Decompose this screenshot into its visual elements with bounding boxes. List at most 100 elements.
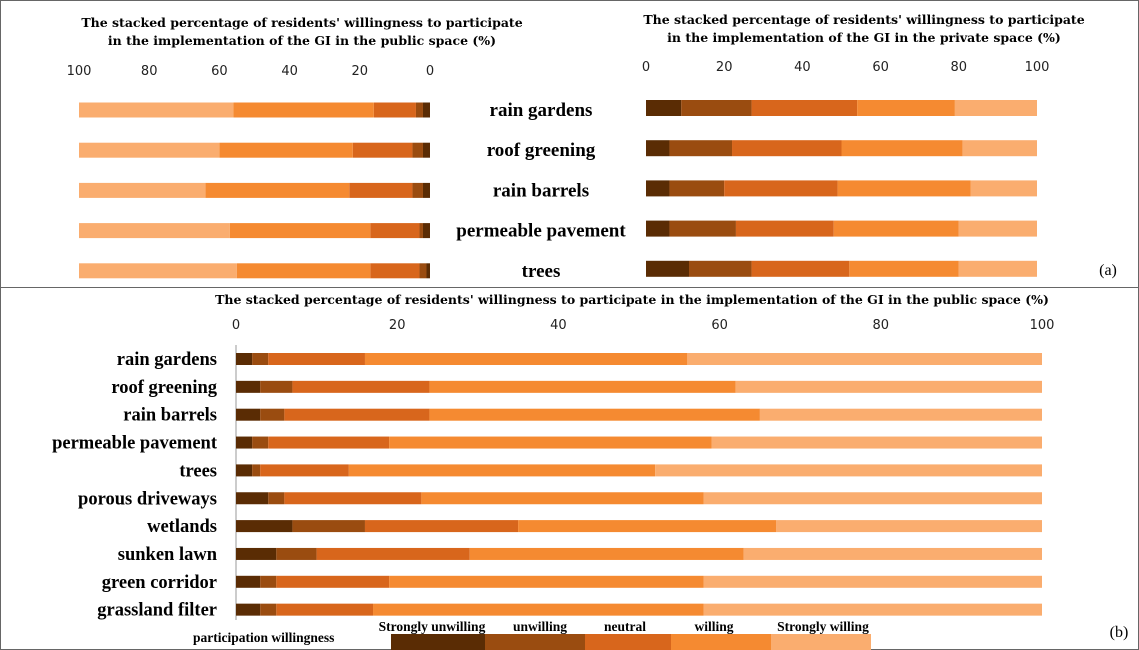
bar-segment [389, 436, 712, 449]
bar-segment [837, 180, 971, 197]
bar-segment [373, 102, 416, 118]
tick-label: 0 [642, 60, 650, 75]
bar-segment [260, 408, 285, 421]
legend: participation willingness Strongly unwil… [193, 619, 871, 650]
category-label: rain gardens [117, 350, 217, 370]
chart-b-title: The stacked percentage of residents' wil… [215, 292, 1049, 307]
legend-label: unwilling [513, 619, 567, 634]
bar-segment [260, 603, 277, 616]
bar-segment [703, 575, 1042, 588]
tick-label: 60 [711, 318, 728, 333]
tick-label: 40 [550, 318, 567, 333]
category-label: grassland filter [97, 601, 217, 621]
bar-segment [236, 520, 293, 533]
bar-segment [284, 408, 430, 421]
category-label: roof greening [111, 378, 217, 398]
bar-segment [743, 547, 1042, 560]
panel-label-a: (a) [1099, 262, 1117, 279]
bar-segment [292, 380, 430, 393]
tick-label: 80 [141, 64, 158, 79]
bar-segment [268, 492, 285, 505]
bar-segment [284, 492, 422, 505]
bar-segment [79, 102, 234, 118]
bar-segment [236, 603, 261, 616]
bar-segment [687, 353, 1042, 365]
category-label: roof greening [487, 140, 596, 161]
bar-segment [276, 575, 390, 588]
chart-a-category-labels: rain gardens roof greening rain barrels per… [456, 100, 626, 282]
bar-segment [236, 436, 253, 449]
bar-segment [260, 575, 277, 588]
bar-segment [655, 464, 1042, 477]
category-label: permeable pavement [456, 221, 626, 242]
legend-title: participation willingness [193, 630, 334, 645]
chart-a-left-title-line1: The stacked percentage of residents' wil… [81, 15, 522, 30]
bar-segment [260, 464, 349, 477]
panel-label-b: (b) [1110, 624, 1129, 641]
bar-segment [841, 140, 963, 157]
category-label: green corridor [102, 573, 217, 593]
bar-segment [646, 180, 670, 197]
bar-segment [364, 353, 688, 365]
bar-segment [849, 260, 959, 277]
bar-segment [79, 223, 230, 239]
bar-segment [415, 102, 423, 118]
bar-segment [419, 223, 423, 239]
bar-segment [352, 142, 413, 158]
legend-swatch [585, 634, 671, 650]
bar-segment [833, 220, 959, 237]
bar-segment [236, 408, 261, 421]
tick-label: 80 [873, 318, 890, 333]
bar-segment [79, 182, 206, 198]
bar-segment [205, 182, 350, 198]
bar-segment [646, 100, 682, 116]
category-label: rain gardens [490, 100, 593, 121]
tick-label: 0 [426, 64, 434, 79]
category-label: sunken lawn [118, 545, 218, 565]
bar-segment [236, 353, 253, 365]
bar-segment [759, 408, 1042, 421]
bar-segment [646, 140, 670, 157]
legend-swatch [485, 634, 585, 650]
bar-segment [422, 102, 430, 118]
bar-segment [751, 260, 850, 277]
legend-label: neutral [604, 619, 646, 634]
bar-segment [252, 464, 261, 477]
chart-a-left: 100 80 60 40 20 0 [67, 64, 434, 279]
bar-segment [373, 603, 704, 616]
bar-segment [79, 142, 220, 158]
bar-segment [236, 575, 261, 588]
bar-segment [292, 520, 365, 533]
bar-segment [276, 547, 317, 560]
bar-segment [419, 263, 427, 279]
bar-segment [219, 142, 353, 158]
legend-swatch [391, 634, 485, 650]
bar-segment [260, 380, 293, 393]
bar-segment [689, 260, 752, 277]
legend-label: Strongly unwilling [379, 619, 486, 634]
category-label: permeable pavement [52, 434, 218, 454]
bar-segment [412, 142, 423, 158]
tick-label: 60 [211, 64, 228, 79]
tick-label: 100 [1025, 60, 1050, 75]
bar-segment [252, 353, 269, 365]
bar-segment [236, 492, 269, 505]
bar-segment [276, 603, 374, 616]
bar-segment [348, 464, 656, 477]
bar-segment [236, 464, 253, 477]
legend-label: Strongly willing [777, 619, 869, 634]
chart-a-right-title-line2: in the implementation of the GI in the p… [667, 30, 1061, 45]
bar-segment [681, 100, 752, 116]
bar-segment [732, 140, 842, 157]
tick-label: 20 [352, 64, 369, 79]
chart-a-right-title-line1: The stacked percentage of residents' wil… [643, 12, 1084, 27]
bar-segment [776, 520, 1042, 533]
bar-segment [724, 180, 838, 197]
category-label: rain barrels [493, 180, 589, 201]
bar-segment [518, 520, 777, 533]
bar-segment [364, 520, 519, 533]
category-label: rain barrels [123, 406, 217, 426]
bar-segment [389, 575, 704, 588]
chart-a-right: 0 20 40 60 80 100 [642, 60, 1050, 277]
bar-segment [316, 547, 470, 560]
